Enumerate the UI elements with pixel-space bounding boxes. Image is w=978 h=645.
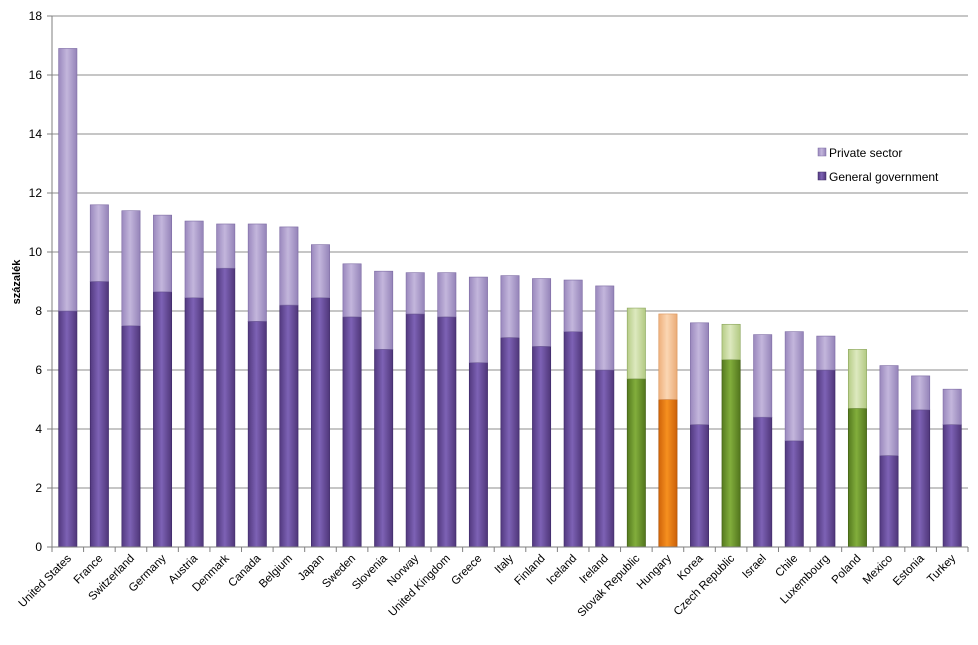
x-category-label: Finland bbox=[513, 553, 548, 588]
legend-swatch-private-sector bbox=[817, 147, 827, 157]
x-category-label: Korea bbox=[675, 552, 706, 583]
y-tick-label: 8 bbox=[35, 304, 42, 318]
y-tick-labels: 0 2 4 6 8 10 12 14 16 18 bbox=[29, 9, 43, 554]
bar-general-government-sweden bbox=[342, 316, 362, 548]
bar-private-sector-czech-republic bbox=[721, 323, 741, 360]
y-tick-label: 6 bbox=[35, 363, 42, 377]
y-tick-label: 16 bbox=[29, 68, 43, 82]
bars bbox=[58, 48, 962, 548]
x-category-label: Poland bbox=[830, 553, 864, 587]
y-tick-label: 2 bbox=[35, 481, 42, 495]
legend: Private sector General government bbox=[817, 146, 939, 184]
y-tick-label: 12 bbox=[29, 186, 43, 200]
gridlines bbox=[52, 15, 968, 489]
bar-private-sector-japan bbox=[311, 244, 330, 299]
bar-private-sector-germany bbox=[153, 214, 173, 293]
bar-private-sector-united-states bbox=[58, 48, 78, 312]
y-axis-title: százalék bbox=[11, 259, 23, 305]
bar-general-government-slovak-republic bbox=[626, 378, 646, 548]
x-category-label: Greece bbox=[449, 553, 484, 588]
bar-general-government-italy bbox=[500, 337, 520, 548]
legend-label-general-government: General government bbox=[829, 170, 939, 184]
bar-private-sector-belgium bbox=[279, 226, 299, 306]
bar-private-sector-finland bbox=[532, 278, 552, 347]
legend-label-private-sector: Private sector bbox=[829, 146, 902, 160]
x-category-label: Iceland bbox=[545, 553, 580, 588]
bar-general-government-luxembourg bbox=[816, 369, 836, 548]
bar-general-government-greece bbox=[468, 362, 488, 548]
bar-general-government-canada bbox=[247, 321, 267, 548]
bar-general-government-slovenia bbox=[374, 349, 394, 548]
x-category-label: Chile bbox=[773, 553, 800, 580]
bar-private-sector-chile bbox=[784, 331, 804, 442]
x-category-label: Israel bbox=[740, 553, 768, 581]
bar-private-sector-france bbox=[89, 204, 109, 282]
y-tick-label: 4 bbox=[35, 422, 42, 436]
x-category-label: United States bbox=[17, 552, 74, 609]
axes bbox=[47, 15, 969, 552]
y-tick-label: 14 bbox=[29, 127, 43, 141]
bar-general-government-norway bbox=[405, 313, 425, 548]
y-tick-label: 10 bbox=[29, 245, 43, 259]
bar-general-government-chile bbox=[784, 440, 804, 548]
bar-private-sector-greece bbox=[468, 276, 488, 363]
legend-swatch-general-government bbox=[817, 171, 827, 181]
bar-private-sector-italy bbox=[500, 275, 520, 338]
x-category-label: Mexico bbox=[861, 553, 895, 587]
bar-private-sector-poland bbox=[847, 349, 867, 409]
bar-private-sector-israel bbox=[753, 334, 773, 418]
bar-general-government-ireland bbox=[595, 369, 615, 548]
bar-private-sector-estonia bbox=[911, 375, 931, 411]
x-category-label: Hungary bbox=[635, 552, 674, 591]
bar-general-government-japan bbox=[311, 297, 330, 548]
bar-general-government-turkey bbox=[942, 424, 962, 548]
y-tick-label: 18 bbox=[29, 9, 43, 23]
bar-private-sector-sweden bbox=[342, 263, 362, 318]
bar-general-government-mexico bbox=[879, 455, 899, 548]
bar-general-government-czech-republic bbox=[721, 359, 741, 548]
bar-private-sector-slovenia bbox=[374, 270, 394, 350]
bar-general-government-france bbox=[89, 281, 109, 548]
bar-private-sector-denmark bbox=[216, 223, 236, 269]
bar-private-sector-mexico bbox=[879, 365, 899, 456]
bar-private-sector-slovak-republic bbox=[626, 307, 646, 380]
bar-private-sector-norway bbox=[405, 272, 425, 315]
bar-private-sector-ireland bbox=[595, 285, 615, 371]
x-category-label: Italy bbox=[493, 552, 517, 576]
bar-general-government-finland bbox=[532, 346, 552, 548]
x-category-label: Turkey bbox=[925, 552, 958, 585]
x-category-label: Estonia bbox=[891, 552, 927, 588]
bar-private-sector-hungary bbox=[658, 313, 678, 400]
bar-general-government-belgium bbox=[279, 304, 299, 548]
x-category-label: Belgium bbox=[257, 553, 295, 591]
x-category-label: Japan bbox=[296, 553, 327, 584]
x-category-label: Czech Republic bbox=[672, 552, 738, 618]
bar-general-government-germany bbox=[153, 291, 173, 548]
bar-private-sector-iceland bbox=[563, 279, 583, 332]
bar-general-government-israel bbox=[753, 416, 773, 548]
bar-general-government-poland bbox=[847, 408, 867, 548]
bar-private-sector-luxembourg bbox=[816, 335, 836, 371]
bar-private-sector-united-kingdom bbox=[437, 272, 457, 318]
x-category-label: Slovenia bbox=[350, 552, 390, 592]
category-labels: United StatesFranceSwitzerlandGermanyAus… bbox=[17, 552, 959, 619]
bar-general-government-denmark bbox=[216, 267, 236, 548]
bar-private-sector-austria bbox=[184, 220, 204, 299]
y-tick-label: 0 bbox=[35, 540, 42, 554]
bar-private-sector-korea bbox=[690, 322, 709, 425]
bar-general-government-switzerland bbox=[121, 325, 141, 548]
bar-general-government-estonia bbox=[911, 409, 931, 548]
bar-general-government-hungary bbox=[658, 399, 678, 548]
bar-general-government-united-kingdom bbox=[437, 316, 457, 548]
bar-general-government-austria bbox=[184, 297, 204, 548]
bar-private-sector-turkey bbox=[942, 388, 962, 425]
bar-general-government-korea bbox=[690, 424, 709, 548]
bar-private-sector-canada bbox=[247, 223, 267, 322]
bar-general-government-iceland bbox=[563, 331, 583, 548]
bar-private-sector-switzerland bbox=[121, 210, 141, 327]
bar-general-government-united-states bbox=[58, 310, 78, 548]
